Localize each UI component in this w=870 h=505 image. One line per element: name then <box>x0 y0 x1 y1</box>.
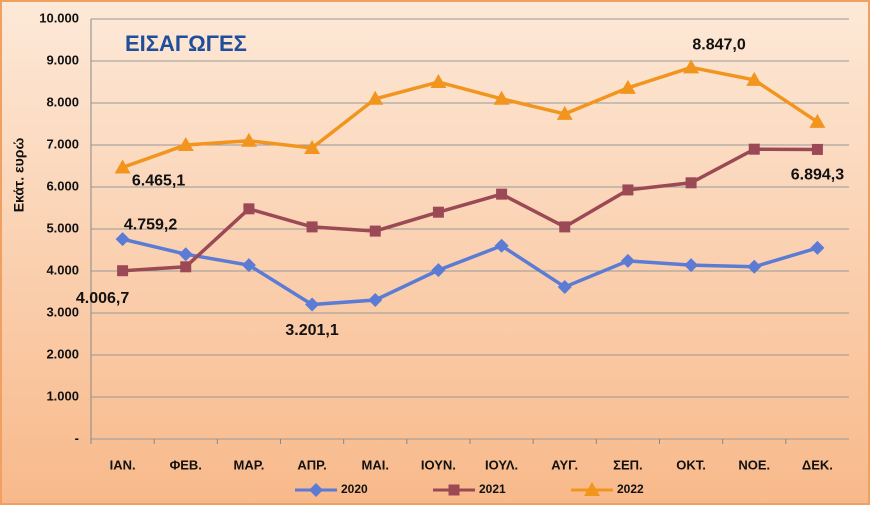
chart-title: ΕΙΣΑΓΩΓΕΣ <box>125 31 247 56</box>
marker <box>240 132 257 147</box>
marker <box>619 79 636 94</box>
x-tick-label: ΙΑΝ. <box>110 457 136 472</box>
data-label: 4.759,2 <box>124 216 177 233</box>
marker <box>559 221 571 233</box>
series-line <box>121 65 819 170</box>
marker <box>178 247 193 262</box>
y-tick-label: 8.000 <box>46 94 79 109</box>
y-tick-label: 10.000 <box>39 10 79 25</box>
data-label: 4.006,7 <box>76 290 129 307</box>
x-tick-label: ΜΑΙ. <box>362 457 389 472</box>
y-tick-label: 4.000 <box>46 262 79 277</box>
data-label: 6.894,3 <box>791 167 844 184</box>
y-axis-label: Εκάτ. ευρώ <box>11 138 27 213</box>
legend-label: 2022 <box>617 482 644 496</box>
marker <box>683 59 700 74</box>
marker <box>306 221 318 233</box>
y-tick-label: 3.000 <box>46 304 79 319</box>
y-tick-label: - <box>75 430 79 445</box>
marker <box>309 483 323 497</box>
marker <box>241 258 256 273</box>
marker <box>180 261 192 273</box>
marker <box>430 74 447 88</box>
marker <box>305 297 320 312</box>
marker <box>304 139 321 154</box>
marker <box>748 143 760 155</box>
x-tick-label: ΣΕΠ. <box>613 457 642 472</box>
data-label: 6.465,1 <box>132 173 185 190</box>
marker <box>367 90 384 105</box>
marker <box>493 90 510 105</box>
marker <box>809 113 826 128</box>
x-tick-label: ΜΑΡ. <box>233 457 264 472</box>
marker <box>368 292 383 307</box>
marker <box>557 279 572 294</box>
x-tick-label: ΟΚΤ. <box>676 457 706 472</box>
marker <box>811 143 823 155</box>
x-tick-label: ΑΠΡ. <box>297 457 326 472</box>
x-tick-label: ΙΟΥΛ. <box>485 457 518 472</box>
legend-label: 2020 <box>341 482 368 496</box>
y-tick-label: 1.000 <box>46 388 79 403</box>
x-tick-label: ΔΕΚ. <box>802 457 833 472</box>
x-tick-label: ΑΥΓ. <box>551 457 578 472</box>
series-line <box>122 147 818 273</box>
marker <box>584 482 600 496</box>
data-label: 8.847,0 <box>692 37 745 54</box>
marker <box>622 184 634 196</box>
marker <box>243 203 255 215</box>
y-tick-label: 2.000 <box>46 346 79 361</box>
marker <box>746 71 763 86</box>
data-label: 3.201,1 <box>285 322 338 339</box>
marker <box>115 232 130 247</box>
marker <box>684 258 699 273</box>
marker <box>114 159 131 174</box>
series-line <box>122 237 818 307</box>
marker <box>431 263 446 278</box>
x-tick-label: ΙΟΥΝ. <box>421 457 456 472</box>
marker <box>747 259 762 274</box>
y-tick-label: 9.000 <box>46 52 79 67</box>
x-tick-label: ΦΕΒ. <box>170 457 202 472</box>
marker <box>448 484 460 496</box>
marker <box>556 105 573 120</box>
y-tick-label: 6.000 <box>46 178 79 193</box>
marker <box>177 137 194 151</box>
marker <box>810 240 825 255</box>
y-tick-label: 5.000 <box>46 220 79 235</box>
marker <box>494 238 509 253</box>
marker <box>369 225 381 237</box>
marker <box>432 206 444 218</box>
x-tick-label: ΝΟΕ. <box>738 457 770 472</box>
marker <box>117 265 129 277</box>
marker <box>620 253 635 268</box>
y-tick-label: 7.000 <box>46 136 79 151</box>
legend-label: 2021 <box>479 482 506 496</box>
marker <box>496 188 508 200</box>
marker <box>685 177 697 189</box>
